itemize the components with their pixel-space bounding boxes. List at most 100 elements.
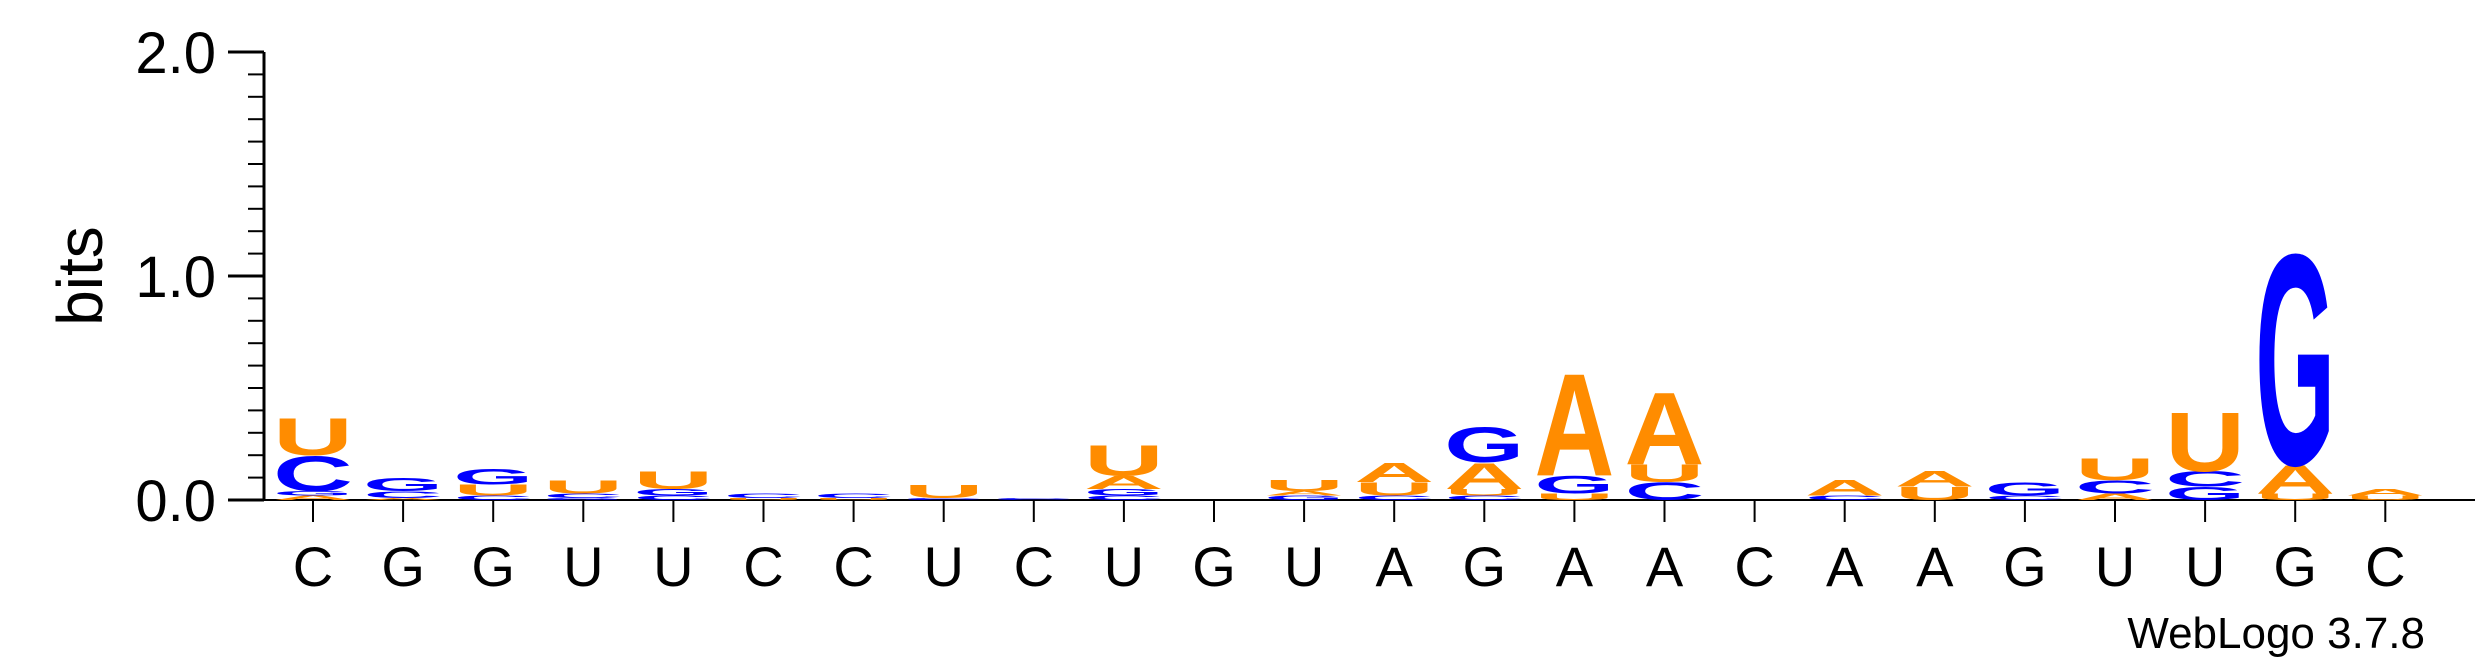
- logo-letter-A: A: [1264, 490, 1344, 497]
- logo-letter-G: G: [2255, 191, 2335, 528]
- logo-letter-U: U: [633, 466, 713, 494]
- logo-letter-U: U: [453, 481, 533, 499]
- svg-text:C: C: [363, 489, 443, 499]
- x-tick-label: U: [563, 535, 603, 598]
- logo-letter-C: C: [1354, 494, 1434, 501]
- x-tick-label: G: [1463, 535, 1507, 598]
- svg-text:U: U: [1264, 477, 1344, 495]
- logo-letter-U: U: [1264, 477, 1344, 495]
- svg-text:A: A: [2075, 492, 2155, 502]
- logo-letter-C: C: [1805, 494, 1885, 501]
- svg-text:A: A: [2255, 457, 2335, 502]
- svg-text:C: C: [543, 492, 623, 499]
- x-tick-label: G: [2273, 535, 2317, 598]
- svg-text:C: C: [2165, 467, 2245, 491]
- svg-text:U: U: [814, 497, 894, 500]
- logo-letter-G: G: [1444, 418, 1524, 473]
- x-tick-label: U: [1284, 535, 1324, 598]
- logo-letter-A: A: [1084, 472, 1164, 493]
- x-tick-label: C: [293, 535, 333, 598]
- svg-text:G: G: [453, 465, 533, 489]
- logo-letter-A: A: [273, 494, 353, 501]
- svg-text:U: U: [1354, 479, 1434, 500]
- logo-letter-G: G: [1534, 471, 1614, 499]
- svg-text:A: A: [1444, 455, 1524, 497]
- x-tick-label: G: [2003, 535, 2047, 598]
- svg-text:U: U: [2255, 492, 2335, 502]
- svg-text:U: U: [2075, 452, 2155, 487]
- svg-text:A: A: [363, 497, 443, 500]
- logo-letter-A: A: [1625, 371, 1705, 486]
- svg-text:A: A: [1084, 472, 1164, 493]
- y-tick-label-1: 1.0: [135, 245, 216, 310]
- svg-text:G: G: [1534, 471, 1614, 499]
- svg-text:G: G: [1985, 479, 2065, 500]
- svg-text:C: C: [994, 497, 1074, 500]
- svg-text:U: U: [724, 497, 804, 500]
- svg-text:C: C: [2075, 476, 2155, 497]
- logo-letter-A: A: [2255, 457, 2335, 502]
- x-tick-label: A: [1646, 535, 1684, 598]
- logo-letter-U: U: [2075, 452, 2155, 487]
- logo-letter-G: G: [633, 487, 713, 497]
- logo-letter-G: G: [273, 490, 353, 497]
- y-minor-ticks: [248, 73, 264, 479]
- svg-text:U: U: [904, 481, 984, 502]
- logo-letter-C: C: [2075, 476, 2155, 497]
- svg-text:G: G: [1084, 487, 1164, 497]
- x-tick-label: U: [923, 535, 963, 598]
- logo-letter-U: U: [2255, 492, 2335, 502]
- logo-letter-C: C: [814, 492, 894, 499]
- svg-text:C: C: [1444, 494, 1524, 501]
- svg-text:G: G: [363, 474, 443, 495]
- x-tick-label: C: [1734, 535, 1774, 598]
- x-tick-label: A: [1376, 535, 1414, 598]
- svg-text:A: A: [1805, 476, 1885, 500]
- svg-text:U: U: [1625, 460, 1705, 488]
- logo-letter-A: A: [1805, 476, 1885, 500]
- svg-text:A: A: [2345, 487, 2425, 497]
- logo-letter-C: C: [904, 497, 984, 500]
- logo-letter-C: C: [543, 492, 623, 499]
- x-tick-label: U: [2185, 535, 2225, 598]
- logo-letter-U: U: [1444, 487, 1524, 497]
- logo-letter-C: C: [633, 494, 713, 501]
- svg-text:C: C: [724, 492, 804, 499]
- svg-text:U: U: [2165, 395, 2245, 489]
- logo-letter-U: U: [904, 481, 984, 502]
- logo-letter-U: U: [543, 476, 623, 497]
- logo-letter-G: G: [1264, 494, 1344, 501]
- logo-letter-U: U: [273, 408, 353, 467]
- logo-letter-A: A: [1895, 467, 1975, 491]
- logo-letter-A: A: [363, 497, 443, 500]
- svg-text:C: C: [1805, 494, 1885, 501]
- logo-letter-U: U: [1084, 436, 1164, 485]
- x-tick-label: C: [743, 535, 783, 598]
- y-major-ticks: [228, 50, 264, 502]
- logo-letter-U: U: [2165, 395, 2245, 489]
- axis-layer: 0.0 1.0 2.0 bits: [44, 21, 2475, 534]
- svg-text:G: G: [1444, 418, 1524, 473]
- x-tick-label: U: [653, 535, 693, 598]
- logo-letter-U: U: [724, 497, 804, 500]
- logo-letter-A: A: [1444, 455, 1524, 497]
- svg-text:U: U: [1534, 492, 1614, 502]
- svg-text:A: A: [1625, 371, 1705, 486]
- logo-letter-A: A: [1354, 457, 1434, 488]
- logo-letter-U: U: [1625, 460, 1705, 488]
- logo-letter-C: C: [994, 497, 1074, 500]
- x-tick-label: A: [1556, 535, 1594, 598]
- svg-text:U: U: [543, 476, 623, 497]
- logo-letter-C: C: [363, 489, 443, 499]
- svg-text:U: U: [1084, 436, 1164, 485]
- logo-letter-U: U: [2345, 494, 2425, 501]
- svg-text:U: U: [1444, 487, 1524, 497]
- logo-letter-U: U: [1895, 483, 1975, 504]
- x-tick-label: A: [1826, 535, 1864, 598]
- svg-text:U: U: [273, 408, 353, 467]
- svg-text:G: G: [273, 490, 353, 497]
- svg-text:C: C: [1985, 494, 2065, 501]
- svg-text:C: C: [453, 494, 533, 501]
